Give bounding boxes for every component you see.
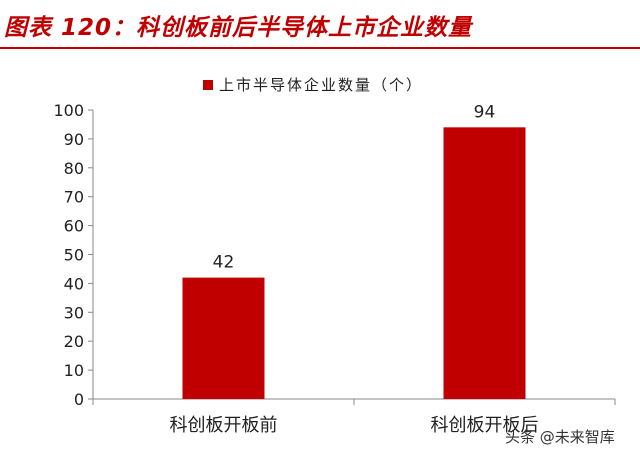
y-tick-label: 10 [64,361,84,380]
watermark: 头条 @未来智库 [505,428,615,446]
y-tick-label: 80 [64,159,84,178]
data-label: 42 [213,253,235,273]
y-tick-label: 90 [64,130,84,149]
figure-title: 图表 120：科创板前后半导体上市企业数量 [4,15,473,41]
legend-label: 上市半导体企业数量（个） [219,76,423,94]
header-divider [0,47,640,49]
bar [182,277,265,399]
y-tick-label: 100 [53,101,84,120]
figure-header: 图表 120：科创板前后半导体上市企业数量 [0,0,640,50]
x-tick-label: 科创板开板前 [170,415,278,436]
y-tick-label: 60 [64,217,84,236]
x-tick-label: 科创板开板后 [431,415,539,436]
y-tick-label: 0 [74,390,84,409]
legend-swatch [203,80,213,90]
y-tick-label: 40 [64,274,84,293]
y-tick-label: 50 [64,246,84,265]
y-tick-label: 20 [64,332,84,351]
data-label: 94 [474,102,496,122]
bar [443,127,526,399]
y-tick-label: 30 [64,303,84,322]
y-tick-label: 70 [64,188,84,207]
